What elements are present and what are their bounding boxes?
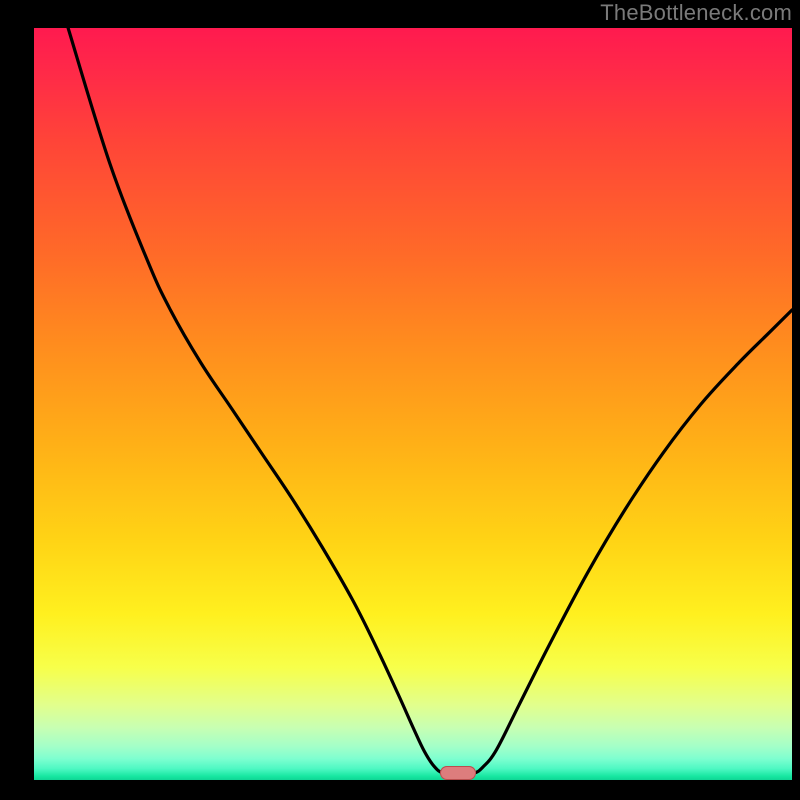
plot-area: [34, 28, 792, 780]
bottleneck-curve-path: [68, 28, 792, 775]
optimum-marker: [440, 766, 476, 780]
figure: TheBottleneck.com: [0, 0, 800, 800]
watermark-text: TheBottleneck.com: [600, 0, 792, 26]
bottleneck-curve: [34, 28, 792, 780]
